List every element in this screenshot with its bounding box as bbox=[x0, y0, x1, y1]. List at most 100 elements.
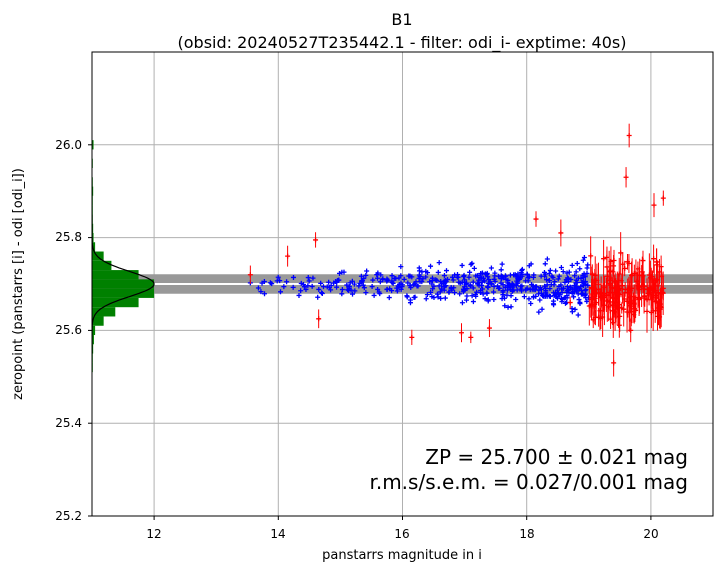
data-point bbox=[580, 291, 586, 297]
data-point bbox=[407, 282, 413, 288]
data-point bbox=[506, 283, 512, 289]
data-point bbox=[360, 282, 366, 288]
data-point bbox=[518, 286, 524, 292]
data-point bbox=[575, 312, 581, 318]
data-point bbox=[538, 273, 544, 279]
data-point bbox=[472, 291, 478, 297]
data-point bbox=[607, 277, 613, 283]
data-point bbox=[492, 278, 498, 284]
data-point bbox=[542, 293, 548, 299]
data-point bbox=[578, 284, 584, 290]
data-point bbox=[290, 284, 296, 290]
data-point bbox=[363, 272, 369, 278]
data-point bbox=[512, 272, 518, 278]
data-point bbox=[463, 297, 469, 303]
data-point bbox=[491, 289, 497, 295]
data-point bbox=[566, 269, 572, 275]
data-point bbox=[612, 278, 618, 284]
data-point bbox=[625, 290, 631, 296]
data-point bbox=[592, 301, 598, 307]
data-point bbox=[547, 267, 553, 273]
x-axis: 12 14 16 18 20 bbox=[146, 527, 658, 541]
data-point bbox=[361, 285, 367, 291]
data-point bbox=[423, 274, 429, 280]
data-point bbox=[470, 299, 476, 305]
data-point bbox=[336, 270, 342, 276]
data-point bbox=[558, 265, 564, 271]
data-point bbox=[572, 273, 578, 279]
data-point bbox=[459, 300, 465, 306]
data-point bbox=[502, 303, 508, 309]
data-point bbox=[615, 305, 621, 311]
data-point bbox=[498, 267, 504, 273]
data-point bbox=[583, 295, 589, 301]
data-point bbox=[549, 273, 555, 279]
data-point bbox=[452, 290, 458, 296]
data-point bbox=[316, 316, 322, 322]
plot-area bbox=[88, 52, 713, 520]
data-point bbox=[480, 286, 486, 292]
data-point bbox=[424, 292, 430, 298]
histogram-bar bbox=[92, 297, 139, 308]
data-point bbox=[622, 286, 628, 292]
data-point bbox=[412, 294, 418, 300]
x-tick-label: 12 bbox=[146, 527, 161, 541]
data-point bbox=[567, 300, 573, 306]
data-point bbox=[551, 293, 557, 299]
data-point bbox=[491, 296, 497, 302]
data-point bbox=[581, 255, 587, 261]
y-axis-label: zeropoint (panstarrs [i] - odi [odi_i]) bbox=[11, 168, 26, 400]
data-point bbox=[389, 288, 395, 294]
data-point bbox=[305, 275, 311, 281]
data-point bbox=[538, 290, 544, 296]
histogram-bar bbox=[92, 288, 155, 298]
data-point bbox=[306, 278, 312, 284]
data-point bbox=[542, 271, 548, 277]
data-point bbox=[523, 278, 529, 284]
data-point bbox=[610, 302, 616, 308]
data-point bbox=[298, 288, 304, 294]
data-point bbox=[423, 296, 429, 302]
data-point bbox=[521, 294, 527, 300]
data-point bbox=[608, 284, 614, 290]
data-point bbox=[344, 282, 350, 288]
data-point bbox=[623, 174, 629, 180]
data-point bbox=[407, 297, 413, 303]
data-point bbox=[348, 287, 354, 293]
data-point bbox=[517, 275, 523, 281]
data-point bbox=[393, 276, 399, 282]
data-point bbox=[660, 290, 666, 296]
data-point bbox=[450, 277, 456, 283]
data-point bbox=[584, 298, 590, 304]
data-point bbox=[553, 268, 559, 274]
data-point bbox=[484, 270, 490, 276]
data-point bbox=[303, 287, 309, 293]
data-point bbox=[560, 269, 566, 275]
data-point bbox=[486, 325, 492, 331]
data-point bbox=[482, 296, 488, 302]
data-point bbox=[655, 277, 661, 283]
data-point bbox=[588, 253, 594, 259]
data-point bbox=[564, 270, 570, 276]
data-point bbox=[331, 280, 337, 286]
data-point bbox=[396, 284, 402, 290]
data-point bbox=[449, 274, 455, 280]
data-point bbox=[544, 256, 550, 262]
data-point bbox=[339, 287, 345, 293]
histogram-bar bbox=[92, 270, 139, 280]
data-point bbox=[622, 265, 628, 271]
histogram-bar bbox=[92, 279, 155, 289]
data-point bbox=[559, 295, 565, 301]
data-point bbox=[398, 264, 404, 270]
data-point bbox=[498, 280, 504, 286]
x-axis-label: panstarrs magnitude in i bbox=[322, 548, 482, 563]
y-tick-label: 25.4 bbox=[55, 416, 82, 430]
data-point bbox=[555, 276, 561, 282]
data-point bbox=[628, 327, 634, 333]
data-point bbox=[389, 278, 395, 284]
data-point bbox=[602, 284, 608, 290]
data-point bbox=[641, 286, 647, 292]
data-point bbox=[519, 283, 525, 289]
data-point bbox=[518, 270, 524, 276]
